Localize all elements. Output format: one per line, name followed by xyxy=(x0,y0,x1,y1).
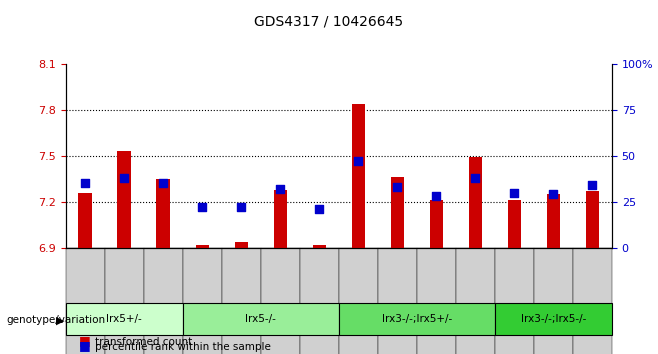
Bar xyxy=(222,248,261,354)
Bar xyxy=(547,194,560,248)
Bar xyxy=(586,191,599,248)
Point xyxy=(236,205,247,210)
Point xyxy=(119,175,130,181)
Bar xyxy=(157,179,170,248)
Bar xyxy=(274,189,287,248)
Bar xyxy=(417,248,456,354)
Bar xyxy=(534,248,573,354)
Text: GDS4317 / 10426645: GDS4317 / 10426645 xyxy=(255,14,403,28)
Point xyxy=(431,193,442,199)
Bar xyxy=(234,242,248,248)
FancyBboxPatch shape xyxy=(183,303,339,335)
Bar xyxy=(195,245,209,248)
Point xyxy=(314,206,324,212)
Bar xyxy=(183,248,222,354)
Bar xyxy=(118,151,131,248)
Bar xyxy=(430,200,443,248)
Text: lrx5-/-: lrx5-/- xyxy=(245,314,276,324)
Text: ■: ■ xyxy=(79,339,91,352)
Bar xyxy=(468,157,482,248)
Point xyxy=(392,184,403,190)
Bar xyxy=(378,248,417,354)
Bar xyxy=(66,248,105,354)
Point xyxy=(80,181,91,186)
Text: lrx3-/-;lrx5-/-: lrx3-/-;lrx5-/- xyxy=(520,314,586,324)
Text: genotype/variation: genotype/variation xyxy=(7,315,106,325)
Bar xyxy=(313,245,326,248)
Point xyxy=(470,175,480,181)
FancyBboxPatch shape xyxy=(66,303,183,335)
Text: percentile rank within the sample: percentile rank within the sample xyxy=(95,342,271,352)
FancyBboxPatch shape xyxy=(495,303,612,335)
Text: lrx3-/-;lrx5+/-: lrx3-/-;lrx5+/- xyxy=(382,314,452,324)
Bar xyxy=(78,193,92,248)
Bar xyxy=(339,248,378,354)
FancyBboxPatch shape xyxy=(339,303,495,335)
Bar xyxy=(105,248,144,354)
Bar xyxy=(507,200,521,248)
Point xyxy=(353,159,364,164)
Bar xyxy=(456,248,495,354)
Point xyxy=(548,192,559,197)
Bar xyxy=(391,177,404,248)
Text: ■: ■ xyxy=(79,334,91,347)
Point xyxy=(587,182,597,188)
Text: lrx5+/-: lrx5+/- xyxy=(107,314,142,324)
Bar xyxy=(573,248,612,354)
Bar xyxy=(351,104,365,248)
Text: transformed count: transformed count xyxy=(95,337,193,347)
Bar xyxy=(261,248,300,354)
Bar xyxy=(300,248,339,354)
Bar xyxy=(144,248,183,354)
Text: ▶: ▶ xyxy=(56,315,64,325)
Point xyxy=(275,186,286,192)
Point xyxy=(197,205,207,210)
Bar xyxy=(495,248,534,354)
Point xyxy=(158,181,168,186)
Point xyxy=(509,190,520,195)
